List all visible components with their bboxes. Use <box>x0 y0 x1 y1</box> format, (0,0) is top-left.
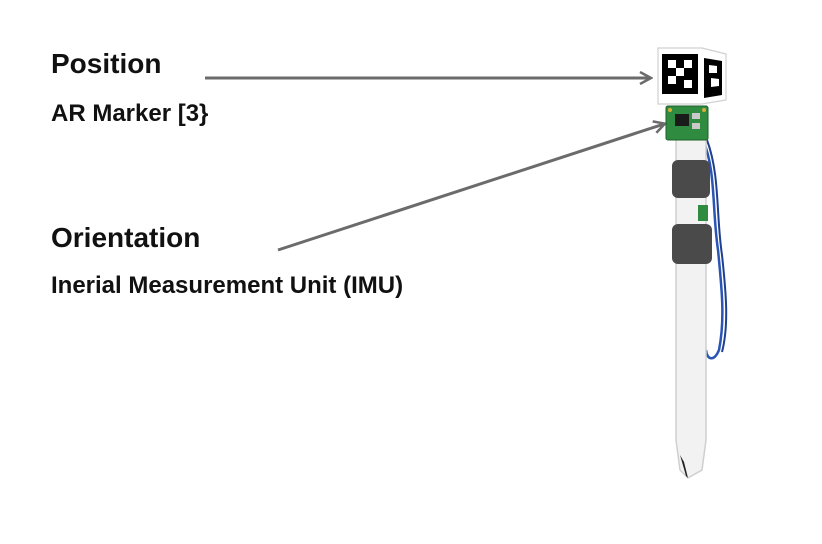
imu-board-icon <box>665 105 709 141</box>
strap-lower <box>672 224 712 264</box>
imu-label: Inerial Measurement Unit (IMU) <box>51 272 404 299</box>
strap-upper <box>672 160 710 198</box>
orientation-arrow <box>277 124 664 252</box>
orientation-label: Orientation <box>51 222 201 253</box>
ar-marker-cube-icon <box>657 47 727 105</box>
stylus-pen-icon <box>665 105 728 479</box>
position-label: Position <box>51 48 162 79</box>
ar-marker-label: AR Marker [3} <box>51 100 209 127</box>
